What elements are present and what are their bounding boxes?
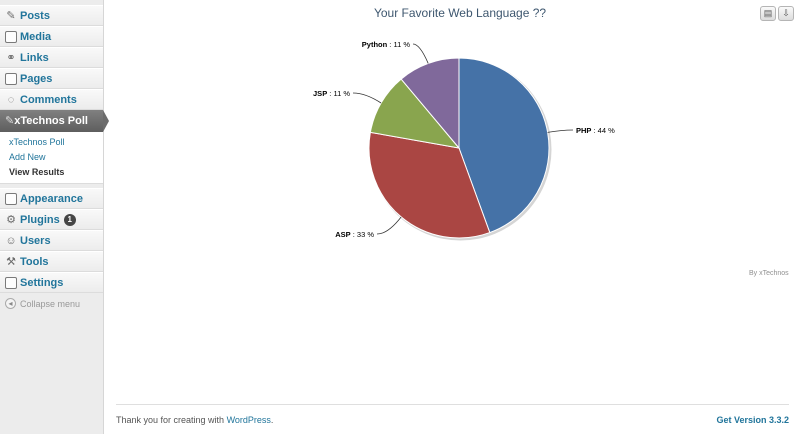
menu-label: Settings (20, 276, 64, 289)
menu-label: Posts (20, 9, 50, 22)
menu-label: Links (20, 51, 49, 64)
download-chart-button[interactable]: ⇩ (778, 6, 794, 21)
pie-connector-asp (376, 216, 402, 235)
collapse-arrow-icon: ◂ (5, 298, 16, 309)
users-icon: ☺ (5, 234, 17, 247)
pushpin-icon: ✎ (6, 9, 16, 22)
menu-label: Tools (20, 255, 49, 268)
link-icon: ⚭ (6, 51, 16, 64)
appearance-icon (5, 192, 17, 205)
active-indicator-arrow (103, 110, 109, 132)
menu-item-xtechnos-poll[interactable]: ✎ xTechnos Poll (0, 110, 103, 132)
media-icon (5, 30, 17, 43)
version-link[interactable]: Get Version 3.3.2 (716, 415, 789, 425)
admin-sidebar: ✎ Posts Media ⚭ Links Pages ◌ Comments ✎… (0, 0, 104, 434)
menu-item-settings[interactable]: Settings (0, 272, 103, 293)
pie-slice-php[interactable] (458, 57, 550, 234)
pie-chart: PHP : 44 % ASP : 33 % JSP : 11 % Python : 1… (313, 40, 615, 241)
submenu-item-add-new[interactable]: Add New (9, 152, 46, 162)
menu-item-plugins[interactable]: ⚙ Plugins 1 (0, 209, 103, 230)
pie-connector-php (547, 129, 574, 133)
pages-icon (5, 72, 17, 85)
menu-item-tools[interactable]: ⚒ Tools (0, 251, 103, 272)
submenu: xTechnos Poll Add New View Results (0, 132, 103, 184)
plugin-icon: ⚙ (6, 213, 16, 226)
collapse-menu-button[interactable]: ◂ Collapse menu (5, 298, 80, 309)
menu-item-media[interactable]: Media (0, 26, 103, 47)
menu-item-pages[interactable]: Pages (0, 68, 103, 89)
submenu-item-xtechnos-poll[interactable]: xTechnos Poll (9, 137, 65, 147)
footer-divider (116, 404, 789, 405)
submenu-item-view-results[interactable]: View Results (9, 167, 65, 177)
update-count-badge: 1 (63, 213, 76, 226)
download-icon: ⇩ (782, 8, 790, 18)
pie-connector-jsp (352, 92, 382, 104)
wordpress-link[interactable]: WordPress (226, 415, 271, 425)
menu-item-posts[interactable]: ✎ Posts (0, 5, 103, 26)
collapse-menu-label: Collapse menu (20, 298, 81, 309)
menu-label: Appearance (20, 192, 83, 205)
chart-title: Your Favorite Web Language ?? (373, 6, 547, 20)
pie-label-php: PHP : 44 % (576, 126, 615, 135)
menu-label: Plugins (20, 213, 60, 226)
menu-item-appearance[interactable]: Appearance (0, 188, 103, 209)
comment-icon: ◌ (7, 93, 15, 106)
footer-thanks: Thank you for creating with WordPress. (116, 415, 273, 425)
menu-label: Users (20, 234, 51, 247)
print-icon: ▤ (763, 8, 773, 18)
menu-label: xTechnos Poll (14, 115, 88, 127)
pie-label-asp: ASP : 33 % (335, 230, 374, 239)
chart-credit: By xTechnos (749, 270, 789, 277)
menu-label: Media (20, 30, 52, 43)
pie-label-python: Python : 11 % (362, 40, 411, 49)
settings-icon (5, 276, 17, 289)
pie-label-jsp: JSP : 11 % (313, 89, 350, 98)
pie-connector-python (412, 43, 429, 64)
menu-label: Pages (20, 72, 53, 85)
pushpin-icon: ✎ (5, 115, 15, 127)
menu-item-users[interactable]: ☺ Users (0, 230, 103, 251)
print-chart-button[interactable]: ▤ (760, 6, 776, 21)
footer-text-end: . (270, 415, 274, 425)
pie-slice-asp[interactable] (368, 131, 491, 239)
menu-label: Comments (20, 93, 77, 106)
menu-item-comments[interactable]: ◌ Comments (0, 89, 103, 110)
tools-icon: ⚒ (6, 255, 16, 268)
footer-text: Thank you for creating with (116, 415, 227, 425)
menu-item-links[interactable]: ⚭ Links (0, 47, 103, 68)
